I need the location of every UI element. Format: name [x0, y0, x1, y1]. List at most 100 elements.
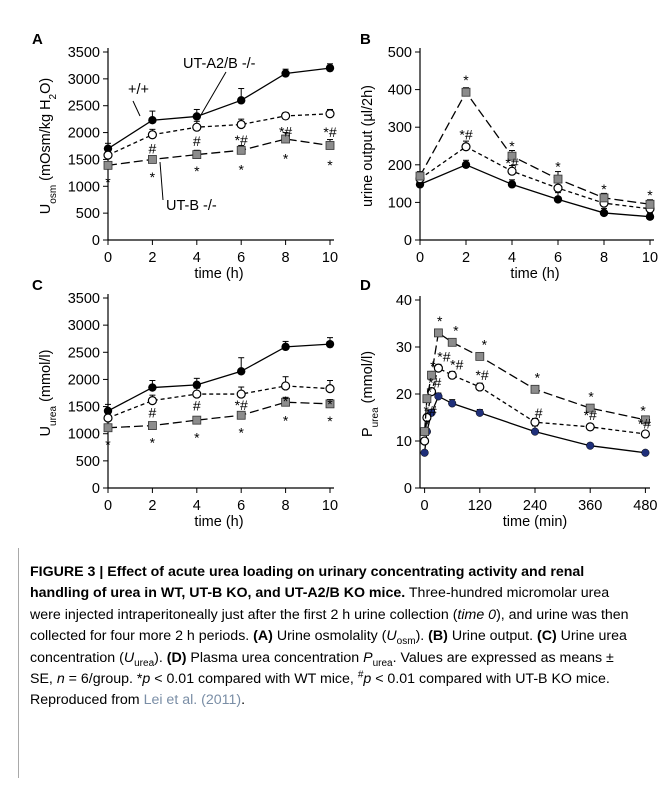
significance-mark: *#	[235, 132, 248, 148]
significance-mark: *#	[450, 356, 463, 372]
x-tick-label: 0	[104, 498, 112, 514]
data-point	[237, 96, 246, 105]
data-point	[281, 397, 291, 407]
significance-mark: *	[238, 425, 244, 441]
y-tick-label: 3000	[68, 72, 100, 88]
data-point	[645, 199, 655, 209]
significance-mark: *#	[459, 127, 472, 143]
data-point	[325, 384, 335, 394]
data-point	[641, 448, 650, 457]
caption-symbol: P	[363, 649, 373, 666]
series-label-leader	[197, 71, 227, 121]
data-point	[427, 370, 436, 380]
data-point	[192, 150, 202, 159]
data-point	[236, 119, 246, 130]
significance-mark: *	[453, 323, 459, 339]
significance-mark: *#	[235, 397, 248, 413]
panel-letter: C	[32, 277, 43, 294]
y-tick-label: 400	[388, 83, 412, 99]
caption-text: Three-hundred micromolar urea were injec…	[30, 585, 610, 623]
series-line	[107, 385, 331, 419]
significance-mark: *	[150, 434, 156, 450]
significance-mark: *	[327, 157, 333, 173]
significance-mark: *	[283, 150, 289, 166]
significance-mark: *#	[638, 416, 651, 432]
x-tick-label: 6	[237, 250, 245, 266]
data-point	[433, 328, 443, 338]
y-tick-label: 300	[388, 120, 412, 136]
data-point	[530, 427, 540, 436]
series-label: UT-A2/B -/-	[183, 56, 256, 72]
y-tick-label: 500	[76, 454, 100, 470]
x-tick-label: 6	[237, 498, 245, 514]
series-line	[107, 67, 331, 150]
panel-letter: A	[32, 31, 43, 48]
data-point	[640, 429, 651, 439]
data-point	[448, 399, 457, 408]
y-tick-label: 1000	[68, 427, 100, 443]
y-tick-label: 1000	[68, 179, 100, 195]
data-point	[236, 145, 246, 155]
caption-text: Plasma urea concentration	[186, 649, 364, 666]
data-point	[325, 339, 335, 349]
y-axis-label-part: (mmol/l)	[38, 350, 54, 406]
y-tick-label: 1500	[68, 400, 100, 416]
significance-mark: *	[463, 72, 469, 88]
significance-mark: *#	[428, 374, 441, 390]
significance-mark: *	[640, 402, 646, 418]
x-tick-label: 10	[322, 498, 338, 514]
caption-text: Urine urea concentration (	[30, 628, 627, 666]
data-point	[281, 381, 291, 391]
data-point	[192, 389, 202, 399]
x-tick-label: 2	[148, 250, 156, 266]
y-tick-label: 40	[396, 293, 412, 309]
data-point	[236, 410, 246, 420]
x-axis-label: time (min)	[503, 514, 567, 530]
caption-subscript: osm	[396, 636, 416, 648]
significance-mark: #	[193, 133, 201, 149]
y-axis-label-part: U	[38, 204, 54, 214]
data-point	[192, 415, 202, 425]
data-point	[422, 412, 432, 423]
data-point	[461, 160, 471, 169]
x-tick-label: 240	[523, 498, 547, 514]
y-tick-label: 2000	[68, 126, 100, 142]
y-tick-label: 0	[404, 233, 412, 249]
y-tick-label: 3500	[68, 291, 100, 307]
y-tick-label: 500	[76, 206, 100, 222]
significance-mark: *	[588, 388, 594, 404]
data-point	[553, 195, 563, 204]
series-line	[107, 138, 331, 166]
data-point	[236, 389, 246, 399]
x-tick-label: 2	[462, 250, 470, 266]
y-axis-label-part: P	[360, 427, 376, 437]
y-tick-label: 2500	[68, 345, 100, 361]
y-tick-label: 200	[388, 158, 412, 174]
data-point	[147, 421, 157, 430]
series-label: +/+	[128, 82, 149, 98]
caption-text: < 0.01 compared with WT mice,	[150, 671, 358, 688]
y-tick-label: 500	[388, 45, 412, 61]
y-axis-label-part: O)	[38, 78, 54, 94]
series-label-leader	[159, 161, 164, 201]
significance-mark: *#	[475, 367, 488, 383]
series-label-leader	[132, 100, 141, 117]
panel-c: C 0 500 1000 1500 2000 2500 3000 3500 0 2 4 6 8 10 time…	[32, 277, 338, 530]
y-axis-label-subscript: osm	[48, 185, 59, 204]
significance-mark: *	[482, 337, 488, 353]
significance-mark: #	[149, 141, 157, 157]
significance-mark: *	[283, 413, 289, 429]
caption-symbol: p	[142, 671, 151, 688]
caption-reference-link[interactable]: Lei et al. (2011)	[143, 692, 242, 709]
y-axis-label: urine output (µl/2h)	[360, 85, 376, 207]
caption-symbol: n	[56, 671, 65, 688]
data-point	[147, 155, 157, 164]
data-point	[420, 427, 430, 437]
data-point	[426, 387, 437, 397]
data-point	[237, 367, 246, 376]
y-tick-label: 2000	[68, 372, 100, 388]
data-point	[530, 417, 540, 427]
data-point	[103, 423, 113, 433]
data-point	[103, 413, 113, 423]
